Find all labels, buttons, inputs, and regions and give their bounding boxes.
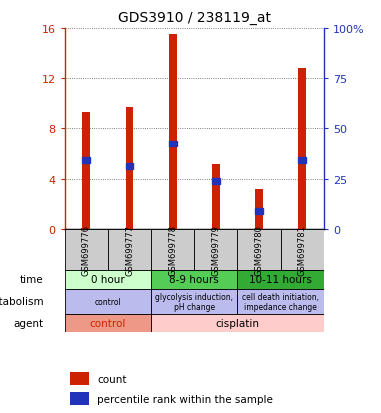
Text: cell death initiation,
impedance change: cell death initiation, impedance change <box>242 292 319 311</box>
Text: GSM699776: GSM699776 <box>82 224 91 275</box>
Bar <box>255 209 263 214</box>
Text: GSM699779: GSM699779 <box>211 225 220 275</box>
Text: control: control <box>90 318 126 328</box>
Bar <box>298 158 306 163</box>
Bar <box>70 373 89 385</box>
Bar <box>298 69 306 229</box>
Bar <box>65 271 151 289</box>
Bar <box>212 164 220 229</box>
Bar <box>237 229 281 271</box>
Bar <box>82 113 90 229</box>
Bar <box>70 392 89 405</box>
Text: GSM699777: GSM699777 <box>125 224 134 275</box>
Bar <box>212 179 220 184</box>
Bar <box>82 158 90 163</box>
Bar <box>65 229 108 271</box>
Bar <box>151 314 324 332</box>
Text: 10-11 hours: 10-11 hours <box>249 275 312 285</box>
Title: GDS3910 / 238119_at: GDS3910 / 238119_at <box>118 11 271 25</box>
Bar <box>151 271 237 289</box>
Text: control: control <box>94 297 121 306</box>
Bar <box>151 229 194 271</box>
Text: 8-9 hours: 8-9 hours <box>170 275 219 285</box>
Bar <box>169 35 177 229</box>
Bar <box>151 289 237 314</box>
Bar <box>126 164 133 169</box>
Text: GSM699781: GSM699781 <box>298 225 307 275</box>
Bar <box>194 229 237 271</box>
Text: agent: agent <box>13 318 43 328</box>
Bar <box>126 108 133 229</box>
Text: count: count <box>97 374 126 384</box>
Bar <box>281 229 324 271</box>
Bar <box>108 229 151 271</box>
Text: GSM699778: GSM699778 <box>168 224 177 275</box>
Bar <box>169 141 177 147</box>
Text: glycolysis induction,
pH change: glycolysis induction, pH change <box>155 292 233 311</box>
Bar <box>237 271 324 289</box>
Text: percentile rank within the sample: percentile rank within the sample <box>97 394 273 404</box>
Text: GSM699780: GSM699780 <box>255 225 264 275</box>
Bar <box>237 289 324 314</box>
Text: cisplatin: cisplatin <box>216 318 259 328</box>
Text: time: time <box>19 275 43 285</box>
Bar <box>65 289 151 314</box>
Text: 0 hour: 0 hour <box>91 275 125 285</box>
Bar <box>65 314 151 332</box>
Text: metabolism: metabolism <box>0 297 43 306</box>
Bar <box>255 189 263 229</box>
